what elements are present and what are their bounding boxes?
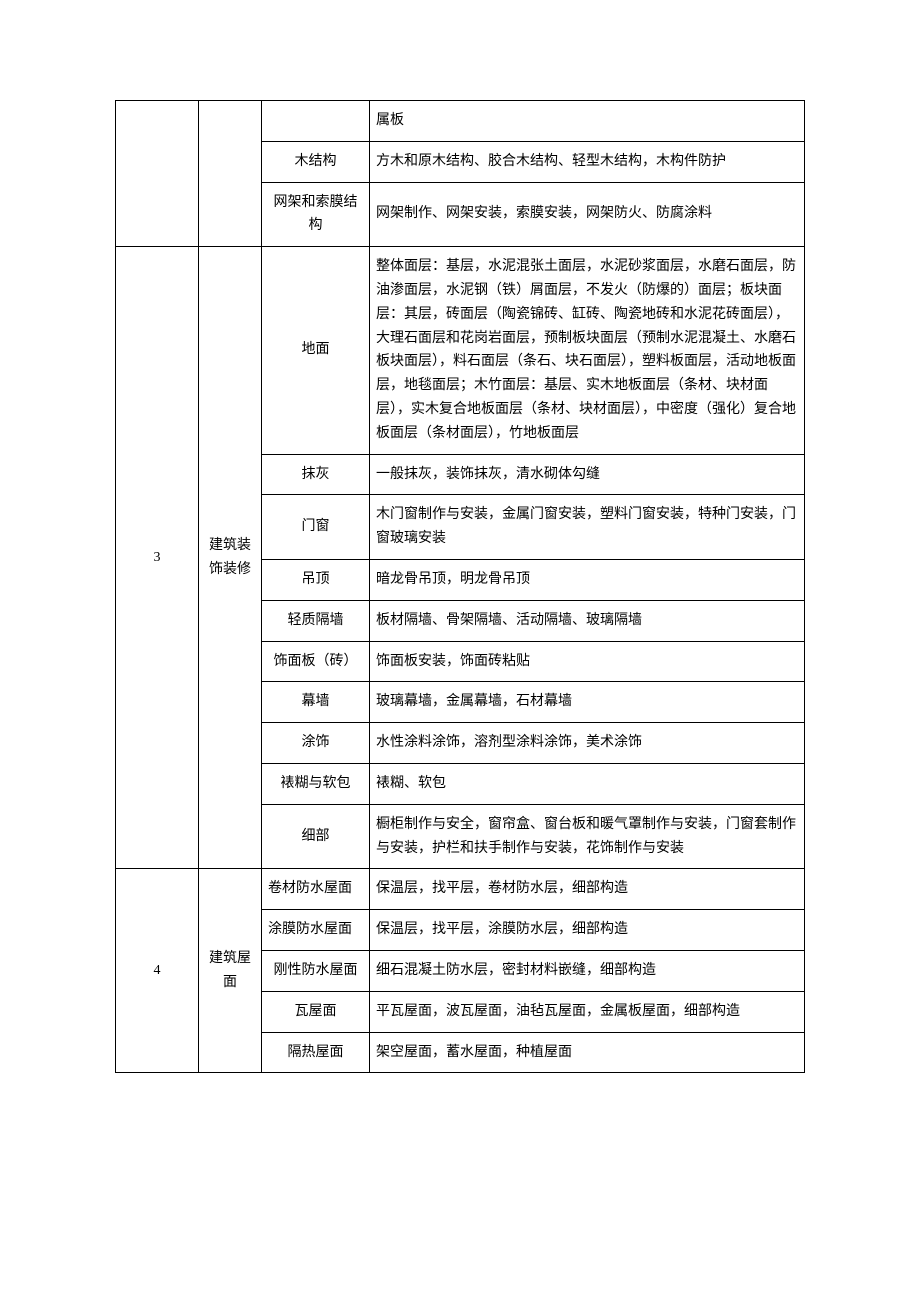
cell-num <box>116 101 199 247</box>
cell-subcategory: 刚性防水屋面 <box>262 950 370 991</box>
construction-table: 属板 木结构 方木和原木结构、胶合木结构、轻型木结构，木构件防护 网架和索膜结构… <box>115 100 805 1073</box>
table-row: 属板 <box>116 101 805 142</box>
cell-description: 整体面层：基层，水泥混张土面层，水泥砂浆面层，水磨石面层，防油渗面层，水泥钢（铁… <box>370 247 805 454</box>
cell-description: 网架制作、网架安装，索膜安装，网架防火、防腐涂料 <box>370 182 805 247</box>
cell-subcategory: 地面 <box>262 247 370 454</box>
cell-description: 饰面板安装，饰面砖粘贴 <box>370 641 805 682</box>
cell-subcategory: 涂饰 <box>262 723 370 764</box>
cell-subcategory: 木结构 <box>262 141 370 182</box>
cell-description: 水性涂料涂饰，溶剂型涂料涂饰，美术涂饰 <box>370 723 805 764</box>
table-body: 属板 木结构 方木和原木结构、胶合木结构、轻型木结构，木构件防护 网架和索膜结构… <box>116 101 805 1073</box>
table-row: 3 建筑装饰装修 地面 整体面层：基层，水泥混张土面层，水泥砂浆面层，水磨石面层… <box>116 247 805 454</box>
cell-description: 架空屋面，蓄水屋面，种植屋面 <box>370 1032 805 1073</box>
cell-subcategory: 细部 <box>262 804 370 869</box>
cell-category: 建筑装饰装修 <box>199 247 262 869</box>
cell-description: 保温层，找平层，涂膜防水层，细部构造 <box>370 910 805 951</box>
cell-description: 方木和原木结构、胶合木结构、轻型木结构，木构件防护 <box>370 141 805 182</box>
cell-subcategory <box>262 101 370 142</box>
cell-subcategory: 卷材防水屋面 <box>262 869 370 910</box>
cell-description: 裱糊、软包 <box>370 763 805 804</box>
cell-subcategory: 饰面板（砖） <box>262 641 370 682</box>
cell-description: 玻璃幕墙，金属幕墙，石材幕墙 <box>370 682 805 723</box>
cell-description: 保温层，找平层，卷材防水层，细部构造 <box>370 869 805 910</box>
cell-description: 橱柜制作与安全，窗帘盒、窗台板和暖气罩制作与安装，门窗套制作与安装，护栏和扶手制… <box>370 804 805 869</box>
cell-description: 属板 <box>370 101 805 142</box>
cell-subcategory: 裱糊与软包 <box>262 763 370 804</box>
cell-description: 平瓦屋面，波瓦屋面，油毡瓦屋面，金属板屋面，细部构造 <box>370 991 805 1032</box>
cell-description: 细石混凝土防水层，密封材料嵌缝，细部构造 <box>370 950 805 991</box>
cell-category: 建筑屋面 <box>199 869 262 1073</box>
cell-subcategory: 幕墙 <box>262 682 370 723</box>
cell-description: 板材隔墙、骨架隔墙、活动隔墙、玻璃隔墙 <box>370 600 805 641</box>
cell-description: 木门窗制作与安装，金属门窗安装，塑料门窗安装，特种门安装，门窗玻璃安装 <box>370 495 805 560</box>
cell-subcategory: 隔热屋面 <box>262 1032 370 1073</box>
cell-description: 一般抹灰，装饰抹灰，清水砌体勾缝 <box>370 454 805 495</box>
cell-num: 3 <box>116 247 199 869</box>
cell-subcategory: 吊顶 <box>262 559 370 600</box>
cell-subcategory: 抹灰 <box>262 454 370 495</box>
cell-subcategory: 轻质隔墙 <box>262 600 370 641</box>
cell-description: 暗龙骨吊顶，明龙骨吊顶 <box>370 559 805 600</box>
cell-category <box>199 101 262 247</box>
document-page: 属板 木结构 方木和原木结构、胶合木结构、轻型木结构，木构件防护 网架和索膜结构… <box>0 0 920 1173</box>
cell-subcategory: 网架和索膜结构 <box>262 182 370 247</box>
table-row: 4 建筑屋面 卷材防水屋面 保温层，找平层，卷材防水层，细部构造 <box>116 869 805 910</box>
cell-subcategory: 瓦屋面 <box>262 991 370 1032</box>
cell-subcategory: 门窗 <box>262 495 370 560</box>
cell-num: 4 <box>116 869 199 1073</box>
cell-subcategory: 涂膜防水屋面 <box>262 910 370 951</box>
